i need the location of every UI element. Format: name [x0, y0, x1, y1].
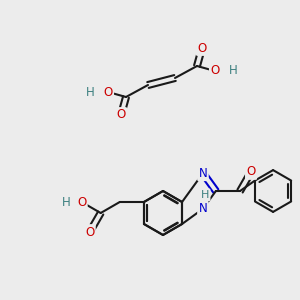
Text: N: N: [199, 202, 207, 215]
Text: O: O: [198, 43, 206, 53]
Text: O: O: [211, 66, 219, 76]
Text: H: H: [85, 85, 94, 98]
Text: O: O: [117, 110, 125, 120]
Text: O: O: [103, 87, 112, 97]
Text: O: O: [210, 64, 220, 77]
Text: H: H: [229, 64, 237, 77]
Text: O: O: [103, 85, 112, 98]
Text: O: O: [197, 41, 207, 55]
Text: O: O: [85, 226, 94, 238]
Text: O: O: [246, 165, 256, 178]
Text: H: H: [62, 196, 70, 208]
Text: N: N: [199, 167, 207, 180]
Text: H: H: [86, 87, 94, 97]
Text: O: O: [77, 196, 86, 208]
Text: O: O: [116, 109, 126, 122]
Text: H: H: [201, 190, 209, 200]
Text: H: H: [229, 66, 237, 76]
